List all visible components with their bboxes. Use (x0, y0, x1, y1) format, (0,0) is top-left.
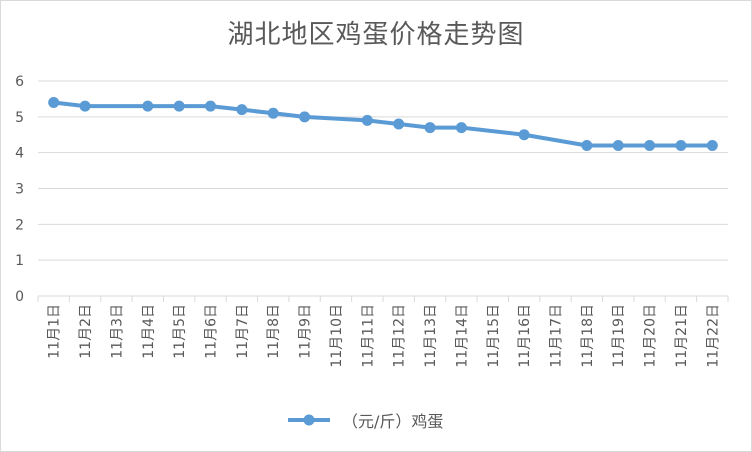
x-tick-label: 11月8日 (266, 304, 282, 359)
x-tick-label: 11月20日 (643, 304, 659, 368)
legend-marker (288, 414, 330, 426)
x-tick-label: 11月21日 (674, 304, 690, 368)
data-point (455, 122, 467, 134)
x-tick-label: 11月13日 (423, 304, 439, 368)
data-point (79, 100, 91, 112)
data-point (205, 100, 216, 112)
y-tick-label: 5 (15, 110, 24, 126)
y-tick-label: 6 (15, 74, 24, 90)
series-line (51, 100, 715, 148)
chart-title: 湖北地区鸡蛋价格走势图 (227, 20, 525, 50)
data-point (675, 140, 687, 151)
data-point (644, 140, 656, 151)
x-tick-label: 11月14日 (454, 304, 470, 368)
data-point (142, 100, 154, 112)
x-tick-label: 11月12日 (392, 304, 408, 368)
data-point (424, 122, 436, 134)
x-tick-label: 11月15日 (486, 304, 502, 368)
x-tick-label: 11月1日 (47, 304, 63, 359)
data-point (173, 100, 185, 112)
x-tick-label: 11月17日 (549, 304, 565, 368)
data-point (236, 104, 248, 116)
x-tick-label: 11月9日 (298, 304, 314, 359)
x-tick-label: 11月7日 (235, 304, 251, 359)
data-point (581, 140, 593, 151)
data-point (48, 97, 60, 108)
x-tick-label: 11月19日 (611, 304, 627, 368)
y-tick-label: 4 (15, 146, 24, 162)
data-point (706, 140, 718, 151)
x-tick-label: 11月2日 (78, 304, 94, 359)
x-tick-label: 11月5日 (172, 304, 188, 359)
x-tick-label: 11月3日 (109, 304, 125, 359)
data-point (267, 107, 279, 119)
legend: （元/斤）鸡蛋 (286, 406, 443, 434)
x-tick-label: 11月22日 (705, 304, 721, 368)
y-tick-label: 2 (15, 217, 24, 233)
data-point (361, 114, 373, 126)
y-tick-label: 1 (15, 253, 24, 269)
x-tick-label: 11月18日 (580, 304, 596, 368)
data-point (299, 111, 311, 123)
x-tick-label: 11月11日 (360, 304, 376, 368)
data-point (612, 140, 624, 151)
data-point (518, 129, 530, 141)
legend-label: （元/斤）鸡蛋 (342, 412, 444, 431)
y-tick-label: 0 (15, 289, 24, 305)
y-tick-label: 3 (15, 182, 24, 198)
data-point (393, 118, 405, 130)
x-tick-label: 11月16日 (517, 304, 533, 368)
x-tick-label: 11月10日 (329, 304, 345, 368)
x-tick-label: 11月4日 (141, 304, 157, 359)
x-tick-label: 11月6日 (204, 304, 220, 359)
